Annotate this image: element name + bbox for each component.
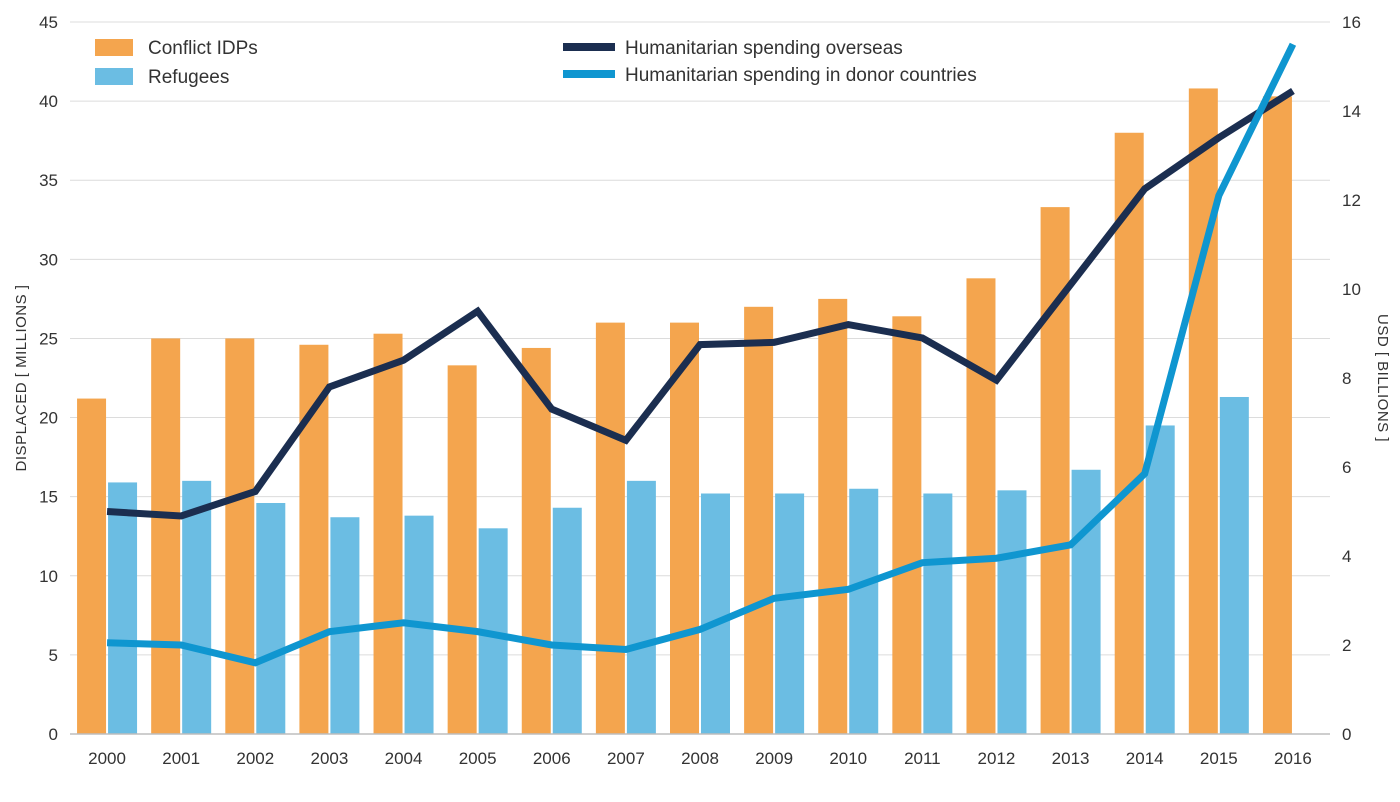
bar-refugees: [997, 490, 1027, 734]
y-left-tick-label: 0: [49, 725, 58, 744]
bar-refugees: [182, 480, 212, 734]
bar-refugees: [1219, 396, 1249, 734]
legend-refugees-label: Refugees: [148, 67, 229, 88]
y-left-tick-label: 20: [39, 409, 58, 428]
x-tick-label: 2010: [829, 749, 867, 768]
x-tick-label: 2015: [1200, 749, 1238, 768]
y-left-tick-label: 10: [39, 567, 58, 586]
axes-group: 0 5 10 15 20 25 30 35 40 45 0 2 4 6 8 10 12 14 16 2000 2001 2…: [39, 13, 1361, 768]
bar-refugees: [1071, 469, 1101, 734]
bar-refugees: [701, 493, 730, 734]
line-spending-donor-countries: [106, 42, 1297, 667]
bar-conflict-idps: [670, 322, 699, 734]
bar-conflict-idps: [521, 347, 551, 734]
legend-spending-overseas-label: Humanitarian spending overseas: [625, 38, 903, 59]
x-tick-label: 2003: [310, 749, 348, 768]
x-tick-label: 2016: [1274, 749, 1312, 768]
x-tick-label: 2004: [385, 749, 423, 768]
bar-conflict-idps: [1114, 132, 1144, 734]
bar-refugees: [923, 493, 953, 734]
x-tick-label: 2013: [1052, 749, 1090, 768]
y-left-tick-label: 5: [49, 646, 58, 665]
bar-conflict-idps: [744, 306, 774, 734]
bar-conflict-idps: [818, 298, 848, 734]
x-tick-label: 2006: [533, 749, 571, 768]
y-left-tick-label: 35: [39, 171, 58, 190]
legend: Conflict IDPs Refugees Humanitarian spendi…: [95, 38, 977, 88]
bar-conflict-idps: [1262, 96, 1292, 734]
y-left-tick-label: 25: [39, 329, 58, 348]
y-axis-left-title: DISPLACED [ MILLIONS ]: [13, 285, 30, 472]
bar-conflict-idps: [892, 316, 922, 734]
bar-conflict-idps: [447, 365, 477, 734]
bar-conflict-idps: [1188, 88, 1218, 735]
x-tick-label: 2000: [88, 749, 126, 768]
y-right-tick-label: 8: [1342, 369, 1351, 388]
bar-refugees: [626, 480, 656, 734]
x-tick-label: 2009: [755, 749, 793, 768]
bar-conflict-idps: [966, 278, 996, 734]
bar-conflict-idps: [595, 322, 625, 734]
bar-conflict-idps: [77, 398, 107, 734]
x-tick-label: 2008: [681, 749, 719, 768]
y-right-tick-label: 4: [1342, 547, 1351, 566]
line-spending-overseas: [106, 88, 1295, 520]
bar-conflict-idps: [373, 333, 403, 734]
legend-spending-overseas-swatch: [563, 43, 615, 51]
y-right-tick-label: 10: [1342, 280, 1361, 299]
y-right-tick-label: 16: [1342, 13, 1361, 32]
bar-conflict-idps: [225, 338, 255, 734]
y-right-tick-label: 14: [1342, 102, 1361, 121]
legend-spending-donor-countries-label: Humanitarian spending in donor countries: [625, 65, 977, 86]
x-tick-label: 2012: [978, 749, 1016, 768]
legend-conflict-idps-swatch: [95, 39, 133, 56]
legend-refugees-swatch: [95, 68, 133, 85]
bar-conflict-idps: [151, 338, 181, 734]
lines-group: [106, 42, 1297, 667]
bar-refugees: [256, 502, 286, 734]
y-left-tick-label: 45: [39, 13, 58, 32]
y-right-tick-label: 0: [1342, 725, 1351, 744]
y-right-tick-label: 12: [1342, 191, 1361, 210]
y-left-tick-label: 15: [39, 488, 58, 507]
x-tick-label: 2007: [607, 749, 645, 768]
y-left-tick-label: 40: [39, 92, 58, 111]
bar-refugees: [108, 482, 138, 734]
y-right-tick-label: 6: [1342, 458, 1351, 477]
legend-spending-donor-countries-swatch: [563, 70, 615, 78]
x-tick-label: 2001: [162, 749, 200, 768]
y-right-tick-label: 2: [1342, 636, 1351, 655]
x-tick-label: 2014: [1126, 749, 1164, 768]
bar-refugees: [552, 507, 582, 734]
x-tick-label: 2011: [904, 749, 941, 768]
y-left-tick-label: 30: [39, 250, 58, 269]
x-tick-label: 2005: [459, 749, 497, 768]
bar-refugees: [849, 488, 879, 734]
legend-conflict-idps-label: Conflict IDPs: [148, 38, 258, 59]
bar-refugees: [775, 493, 805, 734]
x-tick-label: 2002: [236, 749, 274, 768]
y-axis-right-title: USD [ BILLIONS ]: [1374, 314, 1391, 442]
bar-refugees: [1145, 425, 1175, 734]
